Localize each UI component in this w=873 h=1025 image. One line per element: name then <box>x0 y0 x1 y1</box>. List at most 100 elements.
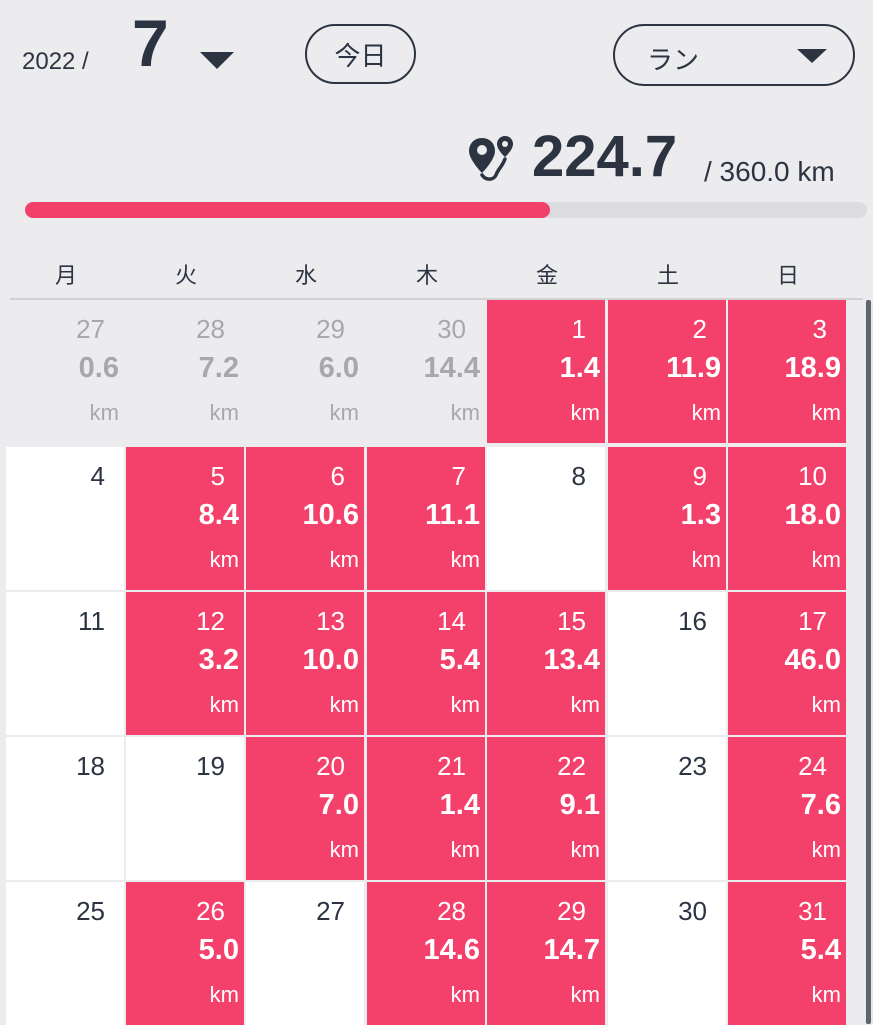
calendar-day-cell[interactable]: 4 <box>6 447 124 590</box>
day-number: 14 <box>437 606 466 636</box>
distance-unit: km <box>329 400 359 425</box>
calendar-day-cell[interactable]: 24 7.6 km <box>728 737 846 880</box>
activity-type-select[interactable]: ラン <box>613 24 855 86</box>
calendar-day-cell[interactable]: 29 6.0 km <box>246 300 364 443</box>
calendar-day-cell[interactable]: 11 <box>6 592 124 735</box>
distance-unit: km <box>811 400 841 425</box>
calendar-day-cell[interactable]: 7 11.1 km <box>367 447 485 590</box>
calendar-day-cell[interactable]: 20 7.0 km <box>246 737 364 880</box>
calendar-day-cell[interactable]: 22 9.1 km <box>487 737 605 880</box>
day-distance: 1.4 <box>559 352 600 384</box>
day-number: 20 <box>316 751 345 781</box>
day-distance: 5.4 <box>800 934 841 966</box>
distance-unit: km <box>811 982 841 1007</box>
calendar-day-cell[interactable]: 6 10.6 km <box>246 447 364 590</box>
calendar-day-cell[interactable]: 13 10.0 km <box>246 592 364 735</box>
distance-unit: km <box>209 400 239 425</box>
calendar-day-cell[interactable]: 31 5.4 km <box>728 882 846 1025</box>
day-distance: 14.4 <box>423 352 480 384</box>
day-number: 16 <box>678 606 707 636</box>
day-distance: 46.0 <box>784 644 841 676</box>
day-number: 24 <box>798 751 827 781</box>
distance-unit: km <box>209 692 239 717</box>
today-button[interactable]: 今日 <box>305 24 416 84</box>
day-distance: 11.1 <box>425 499 480 531</box>
day-number: 11 <box>78 606 105 636</box>
calendar-day-cell[interactable]: 29 14.7 km <box>487 882 605 1025</box>
scrollbar-thumb[interactable] <box>866 300 871 1024</box>
distance-unit: km <box>209 982 239 1007</box>
day-number: 3 <box>812 314 827 344</box>
day-number: 27 <box>316 896 345 926</box>
header-divider <box>10 298 863 300</box>
day-number: 1 <box>571 314 586 344</box>
day-distance: 18.0 <box>784 499 841 531</box>
activity-type-value: ラン <box>647 45 700 75</box>
calendar-day-cell[interactable]: 2 11.9 km <box>608 300 726 443</box>
calendar-day-cell[interactable]: 14 5.4 km <box>367 592 485 735</box>
calendar-day-cell[interactable]: 27 <box>246 882 364 1025</box>
distance-unit: km <box>811 837 841 862</box>
distance-unit: km <box>811 547 841 572</box>
calendar-day-cell[interactable]: 26 5.0 km <box>126 882 244 1025</box>
calendar-day-cell[interactable]: 12 3.2 km <box>126 592 244 735</box>
day-number: 28 <box>196 314 225 344</box>
day-distance: 7.0 <box>318 789 359 821</box>
calendar-day-cell[interactable]: 30 <box>608 882 726 1025</box>
day-number: 30 <box>678 896 707 926</box>
day-distance: 11.9 <box>666 352 721 384</box>
calendar-day-cell[interactable]: 27 0.6 km <box>6 300 124 443</box>
day-number: 8 <box>571 461 586 491</box>
day-number: 31 <box>798 896 827 926</box>
day-number: 21 <box>437 751 466 781</box>
calendar-day-cell[interactable]: 10 18.0 km <box>728 447 846 590</box>
month-label[interactable]: 7 <box>132 6 169 80</box>
calendar-day-cell[interactable]: 28 7.2 km <box>126 300 244 443</box>
distance-unit: km <box>570 400 600 425</box>
year-label: 2022 / <box>22 48 89 75</box>
day-number: 15 <box>557 606 586 636</box>
day-distance: 7.2 <box>198 352 239 384</box>
calendar-day-cell[interactable]: 16 <box>608 592 726 735</box>
day-distance: 8.4 <box>198 499 239 531</box>
calendar-day-cell[interactable]: 19 <box>126 737 244 880</box>
distance-unit: km <box>450 547 480 572</box>
calendar-day-cell[interactable]: 3 18.9 km <box>728 300 846 443</box>
day-number: 22 <box>557 751 586 781</box>
calendar-day-cell[interactable]: 30 14.4 km <box>367 300 485 443</box>
calendar-day-cell[interactable]: 28 14.6 km <box>367 882 485 1025</box>
calendar-day-cell[interactable]: 25 <box>6 882 124 1025</box>
calendar-day-cell[interactable]: 15 13.4 km <box>487 592 605 735</box>
day-distance: 10.6 <box>302 499 359 531</box>
distance-unit: km <box>329 692 359 717</box>
distance-unit: km <box>570 837 600 862</box>
distance-unit: km <box>450 692 480 717</box>
day-number: 17 <box>798 606 827 636</box>
day-distance: 6.0 <box>318 352 359 384</box>
calendar-day-cell[interactable]: 9 1.3 km <box>608 447 726 590</box>
day-number: 18 <box>76 751 105 781</box>
weekday-label: 土 <box>656 263 679 288</box>
day-number: 7 <box>451 461 466 491</box>
day-number: 10 <box>798 461 827 491</box>
calendar-day-cell[interactable]: 23 <box>608 737 726 880</box>
distance-unit: km <box>691 547 721 572</box>
calendar-day-cell[interactable]: 5 8.4 km <box>126 447 244 590</box>
calendar-day-cell[interactable]: 8 <box>487 447 605 590</box>
total-distance: 224.7 <box>532 124 678 189</box>
distance-unit: km <box>811 692 841 717</box>
calendar-day-cell[interactable]: 17 46.0 km <box>728 592 846 735</box>
day-number: 5 <box>210 461 225 491</box>
distance-unit: km <box>329 547 359 572</box>
day-number: 27 <box>76 314 105 344</box>
day-number: 13 <box>316 606 345 636</box>
distance-unit: km <box>450 400 480 425</box>
day-distance: 10.0 <box>302 644 359 676</box>
month-dropdown-icon[interactable] <box>200 52 234 69</box>
calendar-day-cell[interactable]: 1 1.4 km <box>487 300 605 443</box>
day-distance: 1.3 <box>680 499 721 531</box>
day-number: 4 <box>90 461 105 491</box>
calendar-day-cell[interactable]: 21 1.4 km <box>367 737 485 880</box>
day-distance: 5.0 <box>198 934 239 966</box>
calendar-day-cell[interactable]: 18 <box>6 737 124 880</box>
